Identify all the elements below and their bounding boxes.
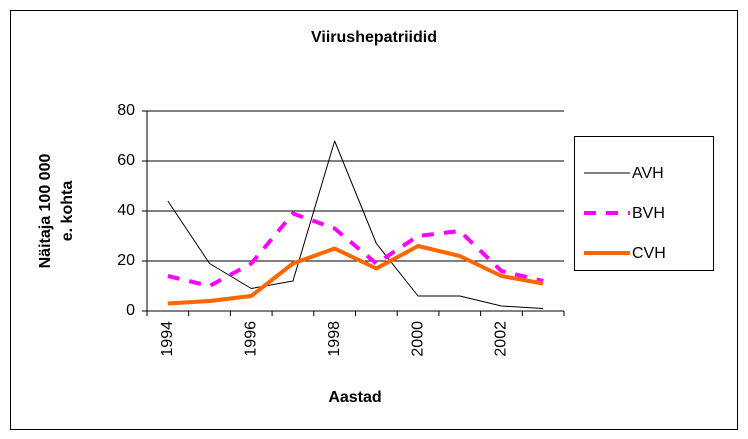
x-tick-label: 1996 [242, 321, 259, 357]
chart-title: Viirushepatriidid [311, 29, 437, 46]
y-axis-title-line: e. kohta [59, 181, 76, 242]
y-tick-label: 80 [117, 102, 135, 119]
legend-label: BVH [632, 205, 665, 222]
y-axis-title-line: Näitaja 100 000 [37, 154, 54, 269]
y-tick-label: 20 [117, 252, 135, 269]
series-line [167, 244, 544, 306]
legend-label: CVH [632, 245, 666, 262]
x-tick-label: 2002 [493, 321, 510, 357]
y-tick-label: 40 [117, 202, 135, 219]
x-tick-label: 1994 [159, 321, 176, 357]
y-tick-label: 0 [126, 302, 135, 319]
y-tick-label: 60 [117, 152, 135, 169]
x-axis-title: Aastad [328, 389, 381, 406]
series-line [167, 140, 544, 309]
legend [574, 136, 714, 271]
series-line [167, 211, 544, 288]
y-axis-title: Näitaja 100 000 e. kohta [37, 154, 76, 269]
legend-label: AVH [632, 165, 664, 182]
x-tick-label: 1998 [326, 321, 343, 357]
x-tick-label: 2000 [409, 321, 426, 357]
